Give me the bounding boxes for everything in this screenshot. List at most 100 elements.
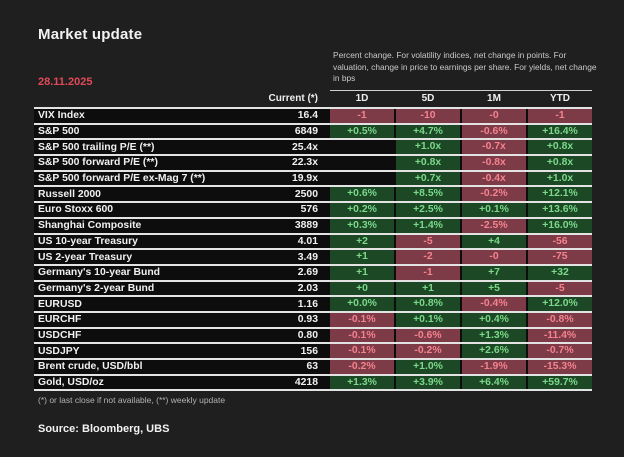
- row-change-cell: +8.5%: [396, 187, 460, 202]
- market-update-table: Current (*) 1D 5D 1M YTD VIX Index 16.4 -1…: [34, 92, 592, 392]
- row-change-cell: +1: [330, 250, 394, 264]
- row-label: Germany's 2-year Bund: [38, 282, 155, 294]
- row-label: S&P 500: [38, 126, 80, 138]
- table-header-row: Current (*) 1D 5D 1M YTD: [34, 92, 592, 105]
- table-row: US 10-year Treasury 4.01 +2 -5 +4 -56: [34, 234, 592, 251]
- row-change-cell: +1.0x: [396, 140, 460, 155]
- row-change-cell: [330, 140, 394, 154]
- row-change-cell: +2: [330, 234, 394, 249]
- row-current-value: 25.4x: [291, 141, 318, 153]
- table-row: S&P 500 forward P/E ex-Mag 7 (**) 19.9x +0…: [34, 171, 592, 188]
- column-header-1m: 1M: [487, 93, 501, 104]
- row-label: Shanghai Composite: [38, 220, 142, 232]
- row-change-cell: +7: [462, 265, 526, 280]
- row-change-cell: -10: [396, 109, 460, 123]
- row-change-cell: -1: [330, 109, 394, 123]
- table-row: VIX Index 16.4 -1 -10 -0 -1: [34, 109, 592, 125]
- row-change-cell: -0.1%: [330, 328, 394, 343]
- row-change-cell: +0.8x: [396, 156, 460, 170]
- row-change-cell: -0: [462, 109, 526, 123]
- row-change-cell: -0: [462, 250, 526, 264]
- row-change-cell: +0.8x: [528, 156, 592, 170]
- table-row: USDJPY 156 -0.1% -0.2% +2.6% -0.7%: [34, 344, 592, 360]
- row-label: VIX Index: [38, 110, 85, 122]
- row-label: US 2-year Treasury: [38, 251, 133, 263]
- row-current-value: 0.93: [297, 314, 318, 326]
- row-current-value: 156: [300, 345, 318, 357]
- report-date: 28.11.2025: [38, 76, 93, 88]
- row-change-cell: +3.9%: [396, 375, 460, 390]
- row-change-cell: +0.4%: [462, 312, 526, 327]
- row-change-cell: -5: [528, 281, 592, 296]
- row-change-cell: +12.1%: [528, 187, 592, 202]
- row-current-value: 6849: [294, 126, 318, 138]
- row-change-cell: -0.1%: [330, 344, 394, 358]
- table-row: Germany's 2-year Bund 2.03 +0 +1 +5 -5: [34, 281, 592, 298]
- row-label: Euro Stoxx 600: [38, 204, 114, 216]
- row-change-cell: -2: [396, 250, 460, 264]
- table-row: S&P 500 trailing P/E (**) 25.4x +1.0x -0.7x…: [34, 140, 592, 157]
- row-change-cell: +0.5%: [330, 124, 394, 139]
- row-current-value: 0.80: [297, 329, 318, 341]
- table-row: S&P 500 forward P/E (**) 22.3x +0.8x -0.8x +…: [34, 156, 592, 172]
- page-title: Market update: [38, 26, 143, 43]
- row-label: USDCHF: [38, 329, 82, 341]
- row-change-cell: +0.3%: [330, 218, 394, 233]
- row-current-value: 2.03: [297, 282, 318, 294]
- row-change-cell: -0.4%: [462, 297, 526, 311]
- row-change-cell: [330, 156, 394, 170]
- row-change-cell: +0.1%: [462, 203, 526, 217]
- row-current-value: 1.16: [297, 298, 318, 310]
- row-change-cell: +1: [330, 265, 394, 280]
- change-columns-divider: [330, 90, 592, 91]
- row-current-value: 63: [306, 361, 318, 373]
- row-change-cell: +13.6%: [528, 203, 592, 217]
- table-row: Russell 2000 2500 +0.6% +8.5% -0.2% +12.1%: [34, 187, 592, 204]
- row-change-cell: -11.4%: [528, 328, 592, 343]
- table-row: Euro Stoxx 600 576 +0.2% +2.5% +0.1% +13.6%: [34, 203, 592, 219]
- row-change-cell: +32: [528, 265, 592, 280]
- row-label: S&P 500 trailing P/E (**): [38, 141, 155, 153]
- table-row: US 2-year Treasury 3.49 +1 -2 -0 -75: [34, 250, 592, 266]
- row-label: Brent crude, USD/bbl: [38, 361, 143, 373]
- row-change-cell: +16.4%: [528, 124, 592, 139]
- row-current-value: 19.9x: [291, 173, 318, 185]
- row-change-cell: -2.5%: [462, 218, 526, 233]
- row-change-cell: -1.9%: [462, 360, 526, 374]
- row-change-cell: -0.8%: [528, 312, 592, 327]
- row-current-value: 576: [300, 204, 318, 216]
- row-change-cell: -1: [528, 109, 592, 123]
- row-change-cell: +0.6%: [330, 187, 394, 202]
- row-label: Germany's 10-year Bund: [38, 267, 161, 279]
- column-header-ytd: YTD: [550, 93, 570, 104]
- row-change-cell: +16.0%: [528, 218, 592, 233]
- row-change-cell: +0.8x: [528, 140, 592, 155]
- row-change-cell: -15.3%: [528, 360, 592, 374]
- row-change-cell: [330, 172, 394, 186]
- row-current-value: 22.3x: [291, 157, 318, 169]
- row-change-cell: +0.7x: [396, 171, 460, 186]
- row-change-cell: -0.1%: [330, 312, 394, 327]
- row-current-value: 16.4: [297, 110, 318, 122]
- row-label: EURUSD: [38, 298, 82, 310]
- row-change-cell: -75: [528, 250, 592, 264]
- table-row: EURUSD 1.16 +0.0% +0.8% -0.4% +12.0%: [34, 297, 592, 313]
- row-change-cell: +1.0%: [396, 360, 460, 374]
- table-row: S&P 500 6849 +0.5% +4.7% -0.6% +16.4%: [34, 124, 592, 141]
- row-change-cell: +1.4%: [396, 218, 460, 233]
- row-label: Gold, USD/oz: [38, 377, 104, 389]
- table-row: Germany's 10-year Bund 2.69 +1 -1 +7 +32: [34, 265, 592, 282]
- row-change-cell: +12.0%: [528, 297, 592, 311]
- row-change-cell: +0.0%: [330, 297, 394, 311]
- row-change-cell: +5: [462, 281, 526, 296]
- table-row: USDCHF 0.80 -0.1% -0.6% +1.3% -11.4%: [34, 328, 592, 345]
- row-label: US 10-year Treasury: [38, 235, 138, 247]
- row-change-cell: +1: [396, 281, 460, 296]
- row-change-cell: +4: [462, 234, 526, 249]
- row-label: S&P 500 forward P/E ex-Mag 7 (**): [38, 173, 206, 185]
- row-current-value: 4218: [294, 377, 318, 389]
- row-current-value: 3.49: [297, 251, 318, 263]
- row-current-value: 3889: [294, 220, 318, 232]
- row-change-cell: -0.2%: [330, 360, 394, 374]
- table-row: Gold, USD/oz 4218 +1.3% +3.9% +6.4% +59.7%: [34, 375, 592, 392]
